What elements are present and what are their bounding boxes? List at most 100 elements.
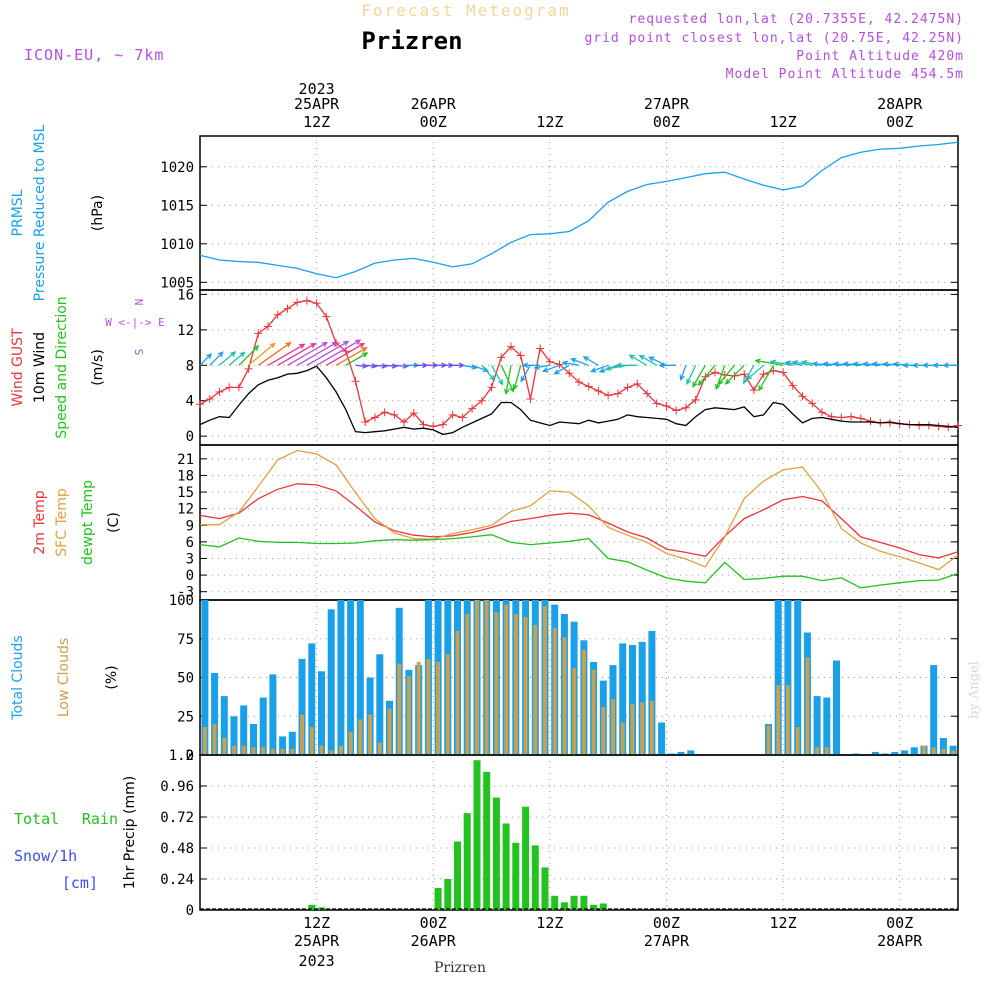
bar-rain: [590, 904, 598, 910]
bar-low-clouds: [815, 747, 819, 756]
wind-arrow: [942, 362, 958, 369]
wind-arrow: [570, 357, 589, 366]
info-line-gridpoint: grid point closest lon,lat (20.75E, 42.2…: [584, 31, 964, 46]
bar-low-clouds: [232, 745, 236, 755]
panel-label-line: 2m Temp: [32, 490, 48, 554]
bar-low-clouds: [251, 747, 256, 756]
top-time-label: 26APR: [411, 95, 457, 113]
gust-point: [438, 420, 447, 429]
gust-point: [788, 381, 797, 390]
gust-point: [419, 420, 428, 429]
gust-point: [808, 399, 817, 408]
bar-total-clouds: [288, 731, 296, 756]
gust-point: [817, 408, 826, 417]
wind-arrow: [384, 363, 399, 369]
y-tick-label: 0: [186, 568, 194, 584]
bar-low-clouds: [348, 731, 353, 756]
gust-point: [555, 360, 564, 369]
bar-low-clouds: [786, 685, 790, 756]
bar-low-clouds: [776, 685, 781, 756]
gust-point: [477, 396, 486, 405]
top-time-label: 28APR: [877, 95, 923, 113]
panel-unit-label: (%): [104, 665, 120, 689]
gust-point: [652, 399, 661, 408]
wind-arrow: [452, 362, 466, 369]
bar-total-clouds: [201, 600, 209, 755]
bar-low-clouds: [601, 707, 606, 755]
bar-rain: [551, 895, 559, 910]
gust-point: [361, 417, 370, 426]
wind-arrow: [520, 364, 531, 383]
wind-arrow: [638, 354, 658, 366]
y-tick-label: 1020: [160, 160, 194, 176]
compass-label: W <-|-> E: [105, 316, 165, 329]
bar-low-clouds: [212, 724, 217, 755]
top-time-label: 12Z: [303, 113, 330, 131]
wind-arrow: [335, 347, 368, 366]
bar-low-clouds: [922, 745, 926, 755]
bar-total-clouds: [230, 716, 238, 756]
bottom-time-label: 00Z: [420, 914, 447, 932]
bar-low-clouds: [455, 631, 460, 755]
gust-point: [322, 312, 331, 321]
bar-low-clouds: [339, 745, 343, 755]
bar-total-clouds: [629, 645, 636, 755]
panel-pressure: 1005 1010 1015 1020 PRMSL Pressure Reduced to…: [10, 124, 959, 301]
bar-low-clouds: [494, 612, 499, 755]
panels: 1005 1010 1015 1020 PRMSL Pressure Reduced to…: [10, 124, 962, 919]
wind-arrow: [306, 340, 350, 366]
bar-rain: [454, 841, 461, 910]
wind-arrow: [521, 362, 541, 369]
wind-arrow: [394, 363, 410, 369]
bar-total-clouds: [318, 671, 325, 755]
y-tick-label: 0: [186, 748, 194, 764]
bar-total-clouds: [687, 750, 695, 755]
panel-precipitation: 0 0.24 0.48 0.72 0.96 1.2 Total Rain Snow/1h [cm]…: [14, 748, 959, 919]
wind-arrow: [490, 364, 504, 386]
y-tick-label: 0: [186, 903, 194, 919]
y-tick-label: 9: [186, 518, 194, 534]
panel-clouds: 0 25 50 75 100 Total Clouds Low Clouds (%): [10, 593, 959, 764]
bar-rain: [599, 903, 607, 910]
bar-low-clouds: [329, 750, 334, 755]
wind-arrow: [374, 363, 388, 369]
bar-total-clouds: [891, 751, 899, 755]
gust-point: [924, 421, 933, 430]
panel-label-line: dewpt Temp: [80, 480, 96, 565]
y-tick-label: 100: [169, 593, 194, 609]
bar-rain: [512, 842, 520, 910]
bar-low-clouds: [358, 719, 363, 755]
wind-arrow: [842, 361, 861, 367]
top-time-label: 25APR: [294, 95, 340, 113]
gust-point: [400, 417, 409, 426]
bar-total-clouds: [784, 600, 792, 755]
wind-arrow: [500, 365, 515, 393]
panel-label-line: [cm]: [62, 874, 98, 892]
bar-low-clouds: [261, 747, 266, 756]
bar-low-clouds: [513, 614, 518, 755]
wind-arrow: [503, 365, 512, 396]
gust-point: [283, 304, 292, 313]
gust-point: [565, 369, 574, 378]
gust-point: [575, 378, 583, 387]
gust-point: [429, 422, 438, 431]
bottom-time-label: 27APR: [644, 932, 690, 950]
gust-point: [264, 322, 273, 331]
bar-low-clouds: [562, 637, 567, 755]
gust-point: [837, 413, 846, 422]
bar-rain: [473, 760, 481, 910]
bar-rain: [570, 895, 578, 910]
gust-point: [390, 410, 399, 419]
wind-arrow: [582, 356, 599, 366]
y-tick-label: 18: [177, 468, 194, 484]
gust-point: [351, 377, 360, 386]
y-tick-label: 12: [177, 502, 194, 518]
gust-point: [740, 370, 749, 379]
wind-arrow: [692, 364, 706, 388]
wind-arrow: [218, 351, 237, 366]
bottom-time-label: 00Z: [886, 914, 913, 932]
bar-low-clouds: [300, 714, 304, 755]
compass-south: S: [132, 349, 145, 356]
wind-arrow: [257, 341, 292, 366]
